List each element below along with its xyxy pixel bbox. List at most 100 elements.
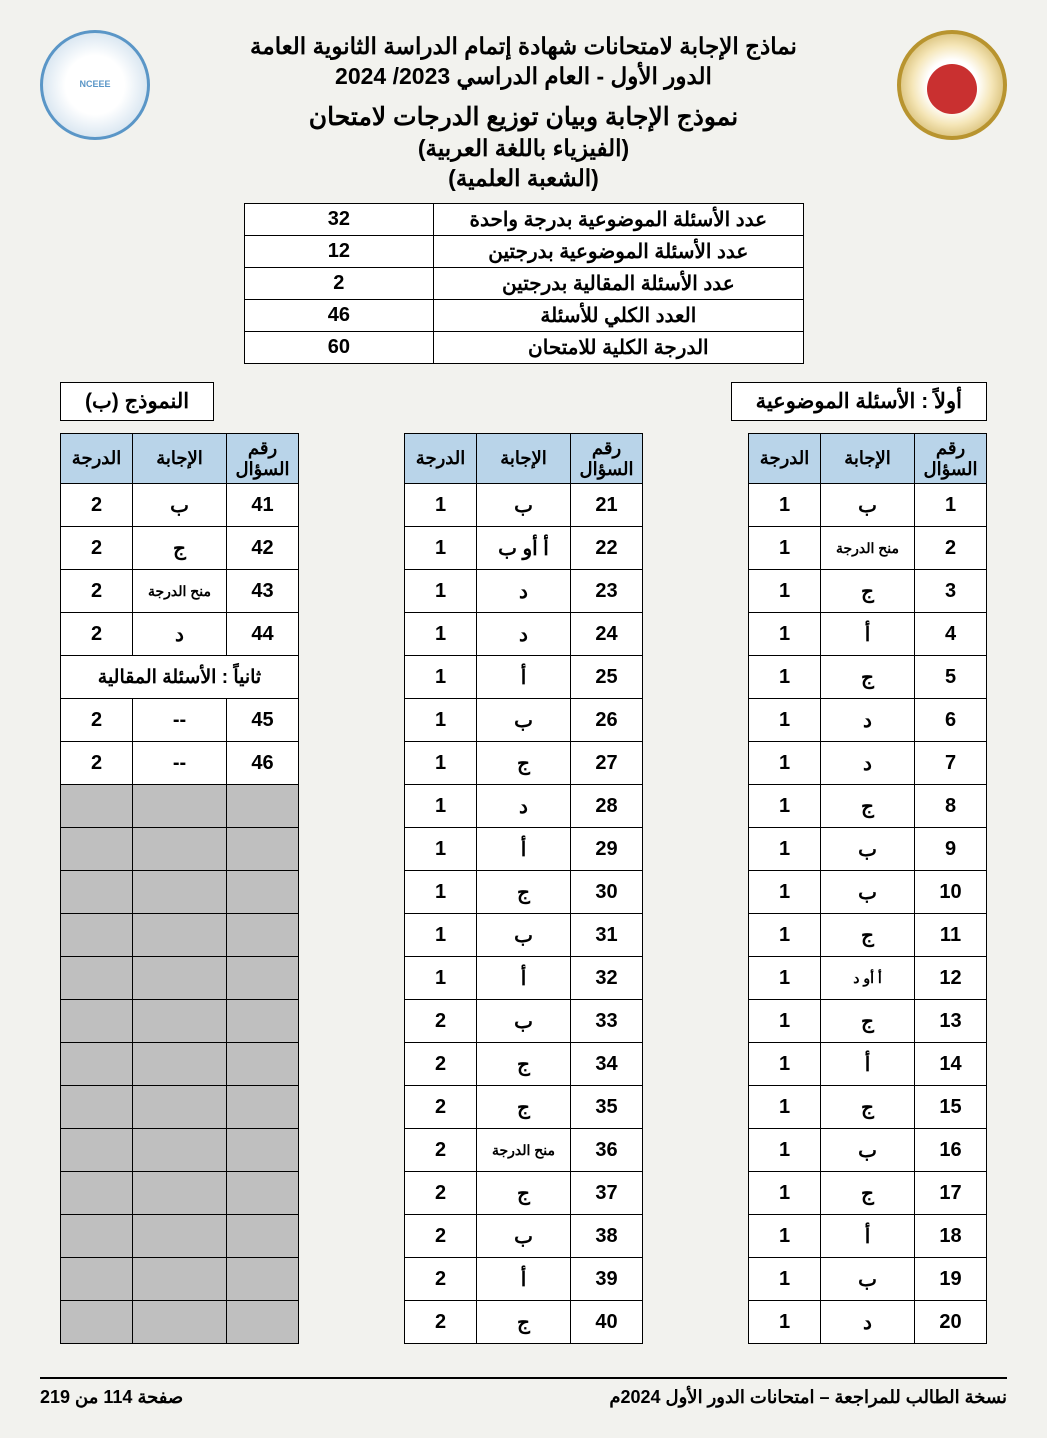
- table-row: 25أ1: [405, 656, 643, 699]
- cell-s: 1: [405, 828, 477, 871]
- cell-a: --: [133, 742, 227, 785]
- table-row-empty: [61, 1215, 299, 1258]
- col-answer: الإجابة: [821, 434, 915, 484]
- cell-q: 8: [915, 785, 987, 828]
- table-row-empty: [61, 1258, 299, 1301]
- cell-s: 2: [405, 1043, 477, 1086]
- cell-q: 44: [227, 613, 299, 656]
- col-score: الدرجة: [405, 434, 477, 484]
- summary-table: عدد الأسئلة الموضوعية بدرجة واحدة32عدد ا…: [244, 203, 804, 364]
- table-row: 28د1: [405, 785, 643, 828]
- cell-a: ب: [821, 828, 915, 871]
- answers-table-1: رقم السؤالالإجابةالدرجة1ب12منح الدرجة13ج…: [748, 433, 987, 1344]
- col-answer: الإجابة: [477, 434, 571, 484]
- cell-q: 26: [571, 699, 643, 742]
- cell-a: أ: [821, 613, 915, 656]
- cell-q: 40: [571, 1301, 643, 1344]
- cell-s: 1: [405, 570, 477, 613]
- cell-q: 34: [571, 1043, 643, 1086]
- table-row: 44د2: [61, 613, 299, 656]
- table-row: 19ب1: [749, 1258, 987, 1301]
- title-line-3: نموذج الإجابة وبيان توزيع الدرجات لامتحا…: [165, 102, 882, 132]
- table-row-empty: [61, 957, 299, 1000]
- table-row: 43منح الدرجة2: [61, 570, 299, 613]
- cell-s: 2: [61, 742, 133, 785]
- cell-s: 1: [749, 1172, 821, 1215]
- table-row: 29أ1: [405, 828, 643, 871]
- cell-a: أ أو د: [821, 957, 915, 1000]
- cell-s: 1: [405, 656, 477, 699]
- table-row: 17ج1: [749, 1172, 987, 1215]
- cell-s: 1: [405, 742, 477, 785]
- cell-q: 9: [915, 828, 987, 871]
- cell-s: 2: [61, 613, 133, 656]
- cell-a: ج: [821, 1000, 915, 1043]
- table-row: 35ج2: [405, 1086, 643, 1129]
- table-row: 36منح الدرجة2: [405, 1129, 643, 1172]
- cell-q: 30: [571, 871, 643, 914]
- summary-value: 46: [244, 300, 434, 332]
- cell-s: 2: [61, 484, 133, 527]
- cell-a: ب: [477, 484, 571, 527]
- table-row: 1ب1: [749, 484, 987, 527]
- cell-a: أ: [821, 1215, 915, 1258]
- cell-s: 2: [405, 1000, 477, 1043]
- table-row: 16ب1: [749, 1129, 987, 1172]
- summary-label: عدد الأسئلة الموضوعية بدرجتين: [434, 236, 803, 268]
- summary-label: عدد الأسئلة المقالية بدرجتين: [434, 268, 803, 300]
- table-row: 18أ1: [749, 1215, 987, 1258]
- cell-a: أ: [477, 957, 571, 1000]
- ministry-logo-icon: [897, 30, 1007, 140]
- cell-s: 2: [405, 1172, 477, 1215]
- table-row-empty: [61, 914, 299, 957]
- summary-label: الدرجة الكلية للامتحان: [434, 332, 803, 364]
- cell-s: 1: [749, 957, 821, 1000]
- summary-value: 32: [244, 204, 434, 236]
- cell-q: 6: [915, 699, 987, 742]
- cell-a: ج: [821, 656, 915, 699]
- summary-label: العدد الكلي للأسئلة: [434, 300, 803, 332]
- cell-a: ج: [477, 1086, 571, 1129]
- table-row-empty: [61, 785, 299, 828]
- cell-q: 27: [571, 742, 643, 785]
- cell-q: 7: [915, 742, 987, 785]
- table-row: 20د1: [749, 1301, 987, 1344]
- cell-s: 1: [749, 914, 821, 957]
- cell-q: 11: [915, 914, 987, 957]
- table-row: 12أ أو د1: [749, 957, 987, 1000]
- cell-s: 1: [405, 699, 477, 742]
- cell-a: د: [821, 699, 915, 742]
- table-row: 39أ2: [405, 1258, 643, 1301]
- cell-q: 45: [227, 699, 299, 742]
- cell-q: 33: [571, 1000, 643, 1043]
- cell-s: 2: [405, 1258, 477, 1301]
- table-row: 24د1: [405, 613, 643, 656]
- table-row-empty: [61, 1172, 299, 1215]
- cell-q: 46: [227, 742, 299, 785]
- cell-q: 19: [915, 1258, 987, 1301]
- cell-a: منح الدرجة: [477, 1129, 571, 1172]
- cell-s: 1: [749, 828, 821, 871]
- cell-q: 21: [571, 484, 643, 527]
- cell-s: 2: [405, 1215, 477, 1258]
- cell-a: ب: [477, 914, 571, 957]
- cell-s: 1: [749, 484, 821, 527]
- cell-s: 1: [749, 871, 821, 914]
- table-row: 32أ1: [405, 957, 643, 1000]
- section-model-label: النموذج (ب): [60, 382, 214, 421]
- answers-table-3: رقم السؤالالإجابةالدرجة41ب242ج243منح الد…: [60, 433, 299, 1344]
- cell-s: 1: [405, 785, 477, 828]
- table-row: 8ج1: [749, 785, 987, 828]
- cell-q: 36: [571, 1129, 643, 1172]
- cell-s: 1: [405, 613, 477, 656]
- col-score: الدرجة: [61, 434, 133, 484]
- summary-label: عدد الأسئلة الموضوعية بدرجة واحدة: [434, 204, 803, 236]
- cell-a: ج: [477, 1301, 571, 1344]
- col-question: رقم السؤال: [571, 434, 643, 484]
- table-row: 4أ1: [749, 613, 987, 656]
- essay-section-header: ثانياً : الأسئلة المقالية: [61, 656, 299, 699]
- table-row: 26ب1: [405, 699, 643, 742]
- cell-s: 1: [749, 1215, 821, 1258]
- cell-a: د: [821, 1301, 915, 1344]
- cell-s: 1: [749, 1301, 821, 1344]
